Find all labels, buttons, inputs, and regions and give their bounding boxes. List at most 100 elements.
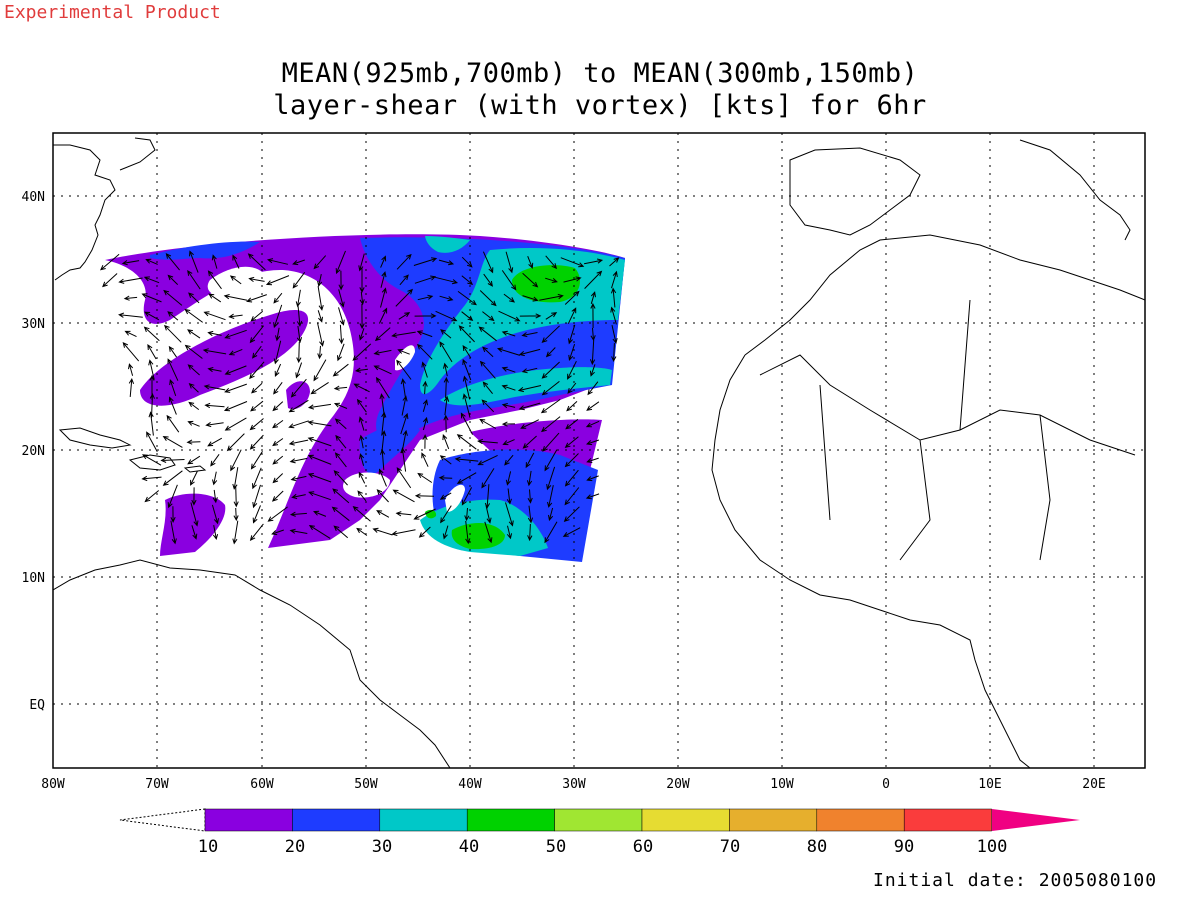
- shear-vector: [267, 506, 288, 522]
- shear-vector: [205, 421, 224, 428]
- initial-date: Initial date: 2005080100: [873, 870, 1158, 891]
- shear-vector: [585, 493, 600, 500]
- shear-vector: [505, 251, 514, 274]
- shear-vector: [502, 439, 515, 446]
- shear-vector: [232, 467, 239, 490]
- shear-vector: [422, 380, 428, 395]
- shear-vector: [352, 343, 372, 361]
- shear-vector: [541, 361, 560, 379]
- colorbar-box: [816, 808, 905, 832]
- coastline-cuba: [58, 427, 132, 449]
- shear-vector: [518, 402, 541, 411]
- shear-vector: [376, 510, 390, 518]
- shear-vector: [544, 449, 558, 472]
- lon-label-0: 0: [882, 777, 890, 792]
- shear-vector: [170, 520, 177, 545]
- lon-label-20w: 20W: [666, 777, 690, 792]
- shear-vector: [484, 521, 493, 544]
- shear-vector: [611, 343, 617, 363]
- shear-vector: [275, 327, 281, 342]
- shear-vector: [522, 295, 539, 302]
- shear-vector: [333, 385, 348, 391]
- shear-vector: [187, 420, 200, 427]
- shear-vector: [478, 326, 497, 342]
- shear-vector: [224, 417, 247, 431]
- shear-vector: [212, 471, 218, 486]
- shear-vector: [230, 449, 242, 472]
- shear-vector: [292, 259, 305, 266]
- shear-vector: [211, 254, 218, 269]
- shear-vector: [481, 399, 495, 413]
- shear-vector: [585, 420, 600, 428]
- shear-vector: [481, 468, 495, 489]
- shear-vector: [184, 344, 203, 359]
- shear-vector: [545, 277, 558, 283]
- shear-hole-2: [445, 484, 465, 512]
- shear-vector: [167, 311, 179, 321]
- shear-vector: [400, 412, 409, 435]
- shear-vector: [228, 348, 243, 356]
- lon-label-10e: 10E: [978, 777, 1001, 792]
- shear-vector: [590, 302, 596, 329]
- shear-vector: [352, 505, 371, 522]
- shear-vector: [288, 439, 309, 446]
- shear-vector: [229, 275, 242, 285]
- shear-vector: [609, 257, 620, 267]
- shear-vector: [146, 431, 158, 452]
- shear-vector: [187, 329, 201, 339]
- shear-vector: [482, 381, 493, 395]
- shear-vector: [211, 504, 219, 525]
- shear-vector: [417, 472, 433, 483]
- shear-vector: [289, 528, 308, 534]
- shear-vector: [249, 434, 264, 450]
- shear-vector: [224, 365, 247, 375]
- shear-vector: [122, 342, 140, 362]
- shear-vector: [477, 438, 498, 445]
- shear-vector: [610, 287, 617, 308]
- product-label: Experimental Product: [4, 2, 221, 23]
- shear-vector: [272, 438, 284, 447]
- shear-vector: [422, 399, 428, 412]
- colorbar-label-10: 10: [198, 837, 218, 857]
- colorbar-label-70: 70: [720, 837, 740, 857]
- shear-vector: [190, 502, 199, 527]
- shear-hole-4: [207, 266, 265, 298]
- shear-vector: [249, 418, 264, 431]
- shear-vector: [188, 383, 199, 393]
- shear-vector: [274, 363, 282, 377]
- shear-vector: [541, 381, 560, 396]
- shear-vector: [590, 291, 596, 304]
- colorbar-label-80: 80: [807, 837, 827, 857]
- shear-vector: [376, 489, 389, 503]
- shear-vector: [124, 330, 137, 338]
- shear-vector: [317, 286, 324, 311]
- shear-vector: [247, 253, 266, 271]
- shear-vector: [162, 470, 183, 486]
- shear-vector: [296, 341, 302, 364]
- shear-vector: [165, 253, 180, 271]
- colorbar-label-50: 50: [546, 837, 566, 857]
- shear-vector: [485, 505, 492, 524]
- shear-vector: [317, 273, 323, 288]
- colorbar-label-100: 100: [977, 837, 1008, 857]
- shear-vector: [359, 268, 365, 294]
- shear-vector: [359, 303, 365, 330]
- shear-vector: [252, 484, 261, 509]
- colorbar-label-60: 60: [633, 837, 653, 857]
- shear-vector: [435, 310, 458, 322]
- shear-vector: [568, 343, 576, 361]
- shear-vector: [166, 414, 180, 433]
- shear-vector: [252, 505, 261, 524]
- shear-vector: [375, 376, 390, 399]
- shear-vector: [584, 270, 603, 289]
- shear-vector: [246, 294, 267, 303]
- coastline-north-america: [53, 144, 116, 281]
- shear-vector: [379, 448, 386, 470]
- shear-vector: [317, 345, 323, 360]
- shear-vector: [462, 393, 471, 418]
- shear-vector: [542, 432, 560, 452]
- shear-shading: [105, 234, 625, 562]
- shear-vector: [544, 521, 558, 544]
- shear-vector: [163, 324, 182, 343]
